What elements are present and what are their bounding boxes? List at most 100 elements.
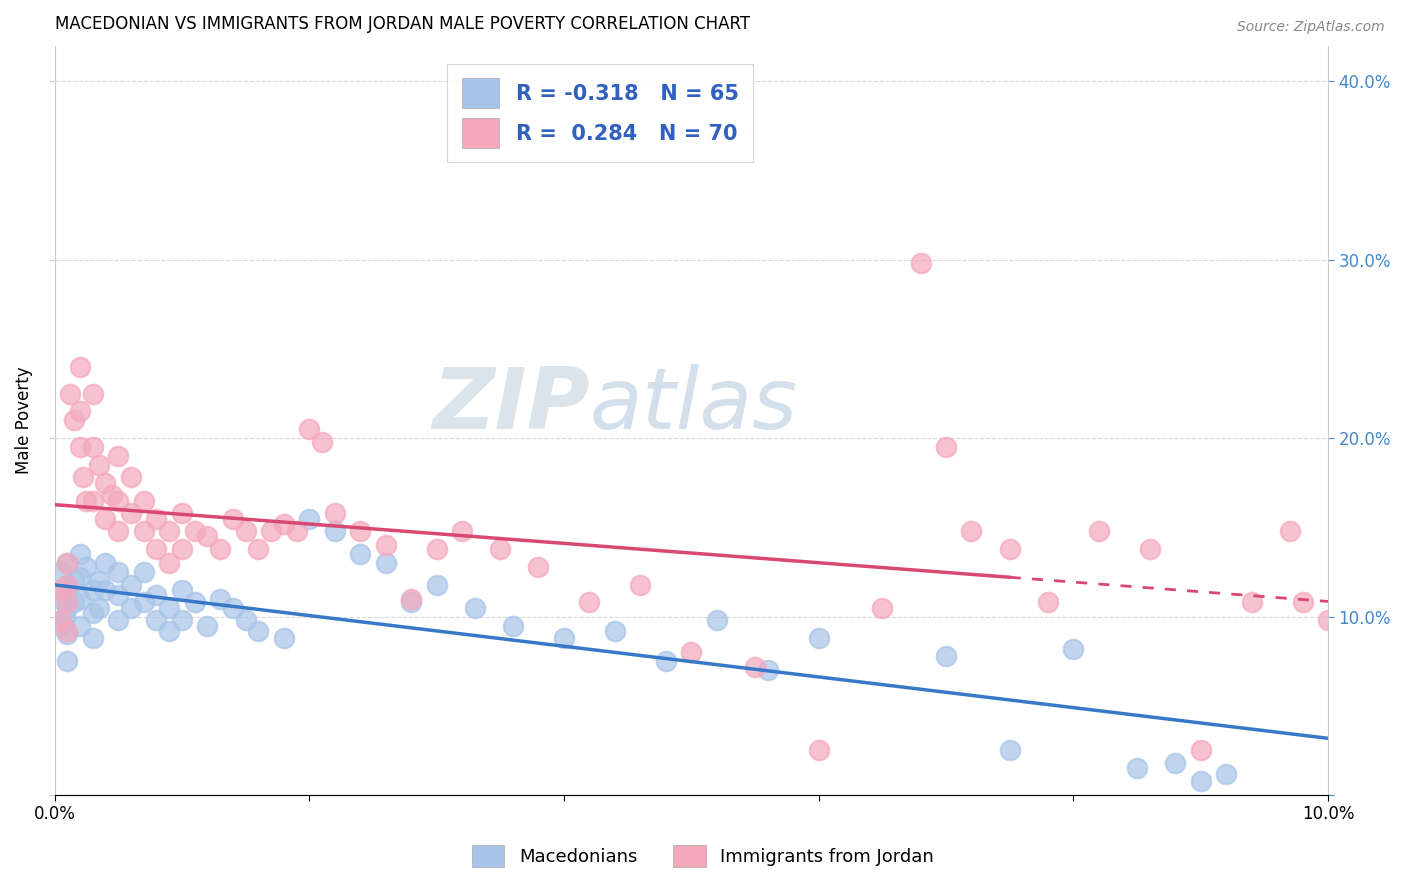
- Point: [628, 577, 651, 591]
- Point: [578, 595, 600, 609]
- Point: [553, 631, 575, 645]
- Point: [960, 524, 983, 538]
- Point: [107, 613, 129, 627]
- Point: [1189, 743, 1212, 757]
- Point: [62, 595, 84, 609]
- Point: [56, 595, 79, 609]
- Point: [935, 648, 957, 663]
- Point: [998, 743, 1021, 757]
- Point: [56, 654, 79, 668]
- Point: [69, 404, 91, 418]
- Point: [222, 600, 245, 615]
- Point: [1291, 595, 1313, 609]
- Point: [132, 493, 155, 508]
- Point: [706, 613, 728, 627]
- Point: [59, 386, 82, 401]
- Point: [53, 609, 76, 624]
- Point: [157, 624, 180, 638]
- Point: [69, 359, 91, 374]
- Point: [56, 556, 79, 570]
- Point: [235, 524, 257, 538]
- Point: [195, 529, 218, 543]
- Point: [56, 624, 79, 638]
- Point: [82, 440, 104, 454]
- Point: [94, 582, 117, 597]
- Point: [935, 440, 957, 454]
- Point: [323, 506, 346, 520]
- Y-axis label: Male Poverty: Male Poverty: [15, 367, 32, 475]
- Point: [399, 591, 422, 606]
- Point: [69, 591, 91, 606]
- Point: [298, 422, 321, 436]
- Point: [56, 600, 79, 615]
- Point: [170, 582, 193, 597]
- Point: [87, 600, 110, 615]
- Point: [998, 541, 1021, 556]
- Point: [298, 511, 321, 525]
- Point: [374, 538, 396, 552]
- Point: [744, 659, 766, 673]
- Point: [69, 618, 91, 632]
- Point: [756, 663, 779, 677]
- Point: [222, 511, 245, 525]
- Point: [132, 524, 155, 538]
- Point: [82, 631, 104, 645]
- Point: [1164, 756, 1187, 770]
- Point: [1036, 595, 1059, 609]
- Point: [209, 591, 232, 606]
- Point: [273, 516, 295, 531]
- Point: [323, 524, 346, 538]
- Point: [464, 600, 486, 615]
- Point: [107, 524, 129, 538]
- Point: [502, 618, 524, 632]
- Point: [260, 524, 283, 538]
- Point: [1139, 541, 1161, 556]
- Point: [235, 613, 257, 627]
- Point: [69, 440, 91, 454]
- Point: [170, 613, 193, 627]
- Point: [145, 511, 167, 525]
- Point: [72, 470, 94, 484]
- Point: [170, 506, 193, 520]
- Point: [56, 577, 79, 591]
- Point: [285, 524, 308, 538]
- Point: [87, 574, 110, 588]
- Point: [681, 645, 703, 659]
- Point: [349, 524, 371, 538]
- Point: [132, 595, 155, 609]
- Point: [603, 624, 626, 638]
- Point: [273, 631, 295, 645]
- Point: [170, 541, 193, 556]
- Point: [120, 470, 142, 484]
- Point: [1215, 766, 1237, 780]
- Point: [120, 577, 142, 591]
- Point: [872, 600, 894, 615]
- Point: [132, 565, 155, 579]
- Point: [195, 618, 218, 632]
- Point: [69, 570, 91, 584]
- Point: [49, 613, 72, 627]
- Point: [426, 541, 449, 556]
- Point: [209, 541, 232, 556]
- Text: Source: ZipAtlas.com: Source: ZipAtlas.com: [1237, 20, 1385, 34]
- Point: [1278, 524, 1301, 538]
- Point: [311, 434, 333, 449]
- Point: [120, 506, 142, 520]
- Point: [56, 556, 79, 570]
- Point: [807, 743, 830, 757]
- Point: [145, 541, 167, 556]
- Point: [910, 256, 932, 270]
- Point: [49, 565, 72, 579]
- Point: [53, 582, 76, 597]
- Point: [399, 595, 422, 609]
- Point: [247, 541, 270, 556]
- Point: [82, 606, 104, 620]
- Point: [75, 559, 97, 574]
- Point: [1240, 595, 1263, 609]
- Point: [94, 475, 117, 490]
- Point: [1189, 773, 1212, 788]
- Point: [49, 618, 72, 632]
- Point: [82, 493, 104, 508]
- Point: [82, 582, 104, 597]
- Point: [49, 591, 72, 606]
